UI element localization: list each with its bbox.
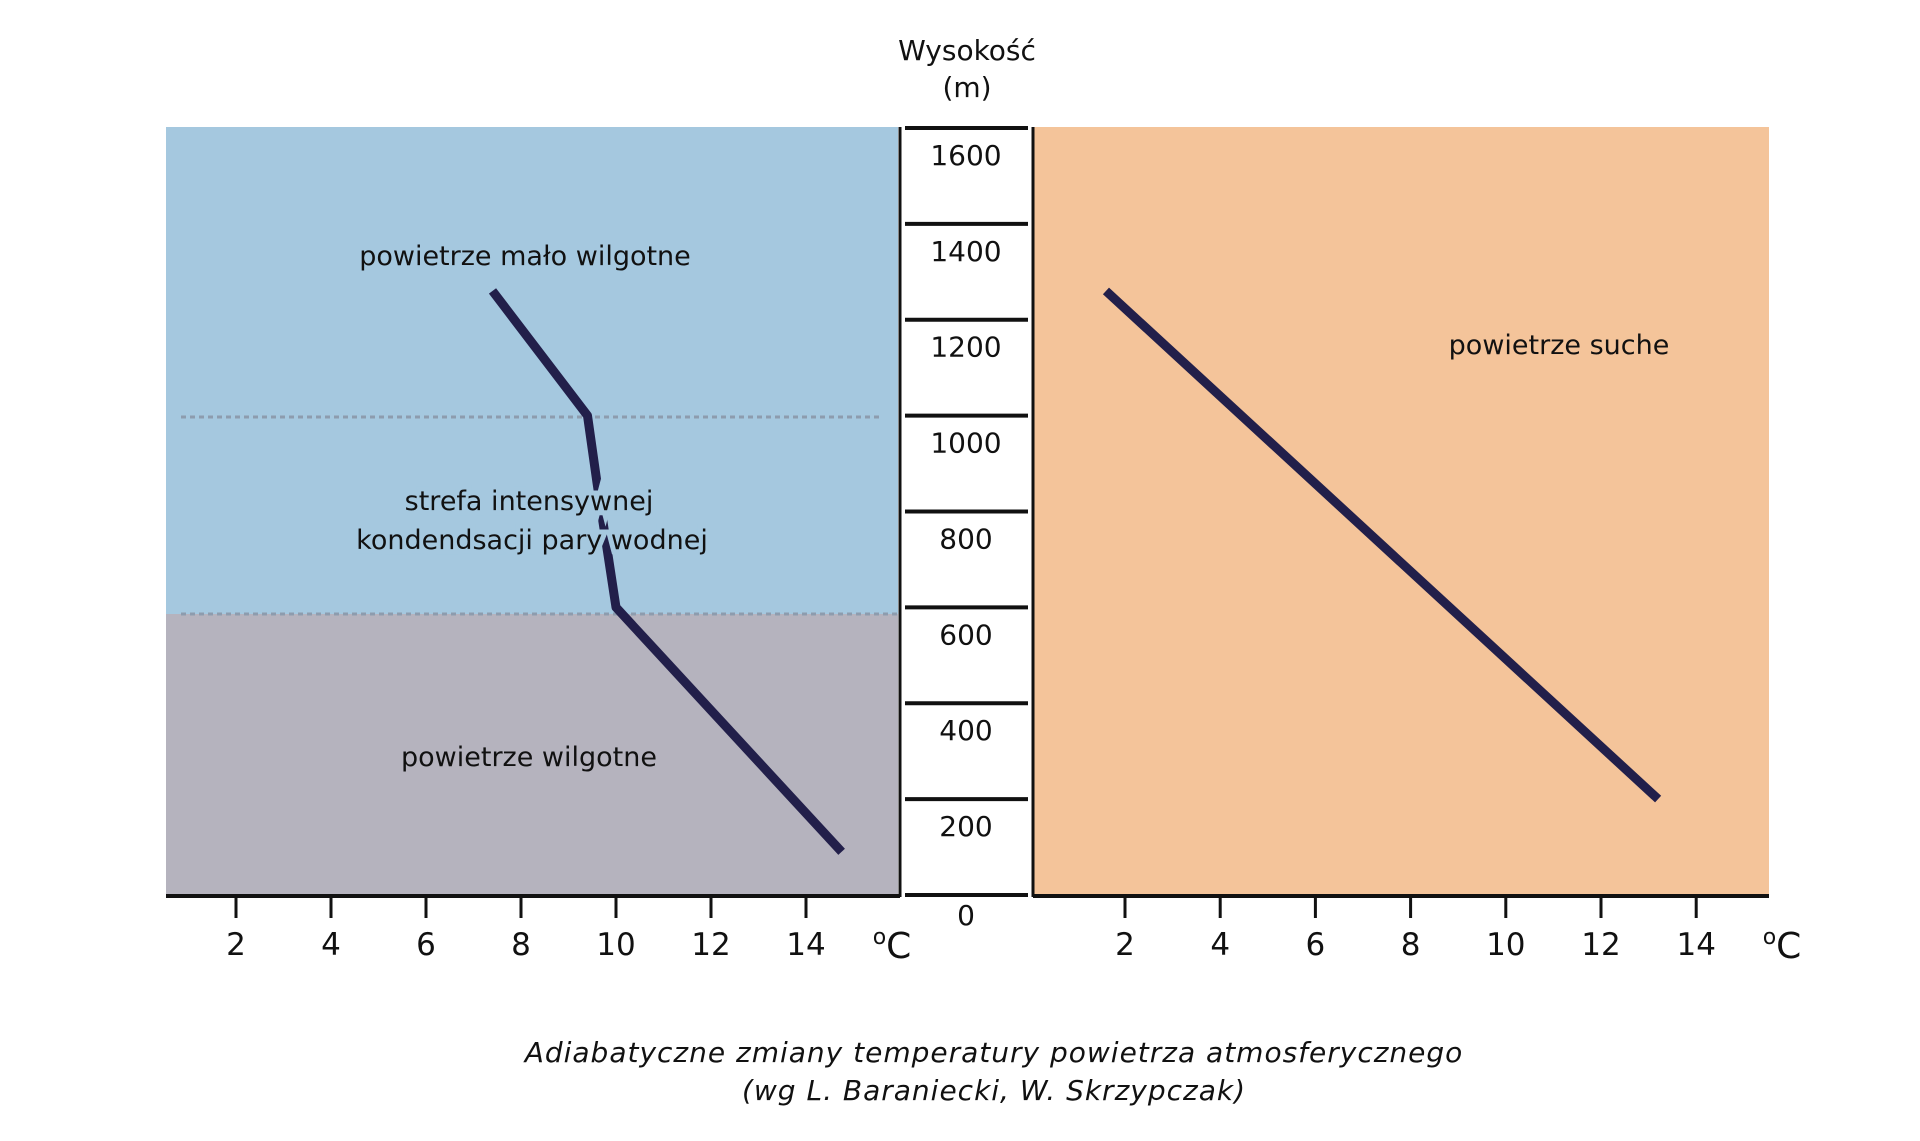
right-x-tick-label: 8 [1401,927,1421,963]
right-panel-zone [1034,127,1769,895]
right-x-tick-label: 2 [1115,927,1135,963]
height-tick-label: 1400 [930,235,1001,268]
left-x-tick-label: 10 [596,927,635,963]
dry-temperature-line [1102,287,1662,803]
right-x-tick-label: 4 [1210,927,1230,963]
left-x-tick-label: 12 [691,927,730,963]
celsius-c: C [886,926,911,967]
axis-title-line1: Wysokość [898,34,1036,67]
caption-line1: Adiabatyczne zmiany temperatury powietrz… [523,1036,1464,1069]
right-x-tick-label: 14 [1676,927,1715,963]
height-tick-label: 400 [939,714,992,747]
zone-label-condensation-2: kondendsacji pary wodnej [356,525,708,556]
left-x-tick-label: 8 [511,927,531,963]
zone-label-condensation-1: strefa intensywnej [405,486,654,517]
height-tick-label: 1600 [930,139,1001,172]
degree-sign: o [1763,925,1776,950]
left-x-tick-label: 4 [321,927,341,963]
left-unit-label: oC [873,925,912,967]
celsius-c: C [1776,926,1801,967]
left-x-tick-label: 14 [786,927,825,963]
moist-temperature-line [488,288,845,855]
height-tick-label: 800 [939,522,992,555]
zone-label-dry: powietrze suche [1449,330,1670,361]
height-tick-label: 200 [939,810,992,843]
right-x-tick-label: 10 [1486,927,1525,963]
degree-sign: o [873,925,886,950]
left-x-tick-label: 2 [226,927,246,963]
left-panel-bottom-zone [166,614,898,895]
height-tick-label: 1200 [930,331,1001,364]
zone-label-humid: powietrze wilgotne [401,742,657,773]
height-tick-label: 1000 [930,427,1001,460]
axis-title-line2: (m) [942,71,991,104]
left-x-tick-label: 6 [416,927,436,963]
height-tick-label: 600 [939,618,992,651]
zone-label-low-humidity: powietrze mało wilgotne [359,241,691,272]
right-x-tick-label: 6 [1306,927,1326,963]
caption-line2: (wg L. Baraniecki, W. Skrzypczak) [742,1074,1246,1107]
height-tick-label: 0 [957,899,975,932]
right-unit-label: oC [1763,925,1802,967]
right-x-tick-label: 12 [1581,927,1620,963]
left-panel-top-zone [166,127,898,614]
